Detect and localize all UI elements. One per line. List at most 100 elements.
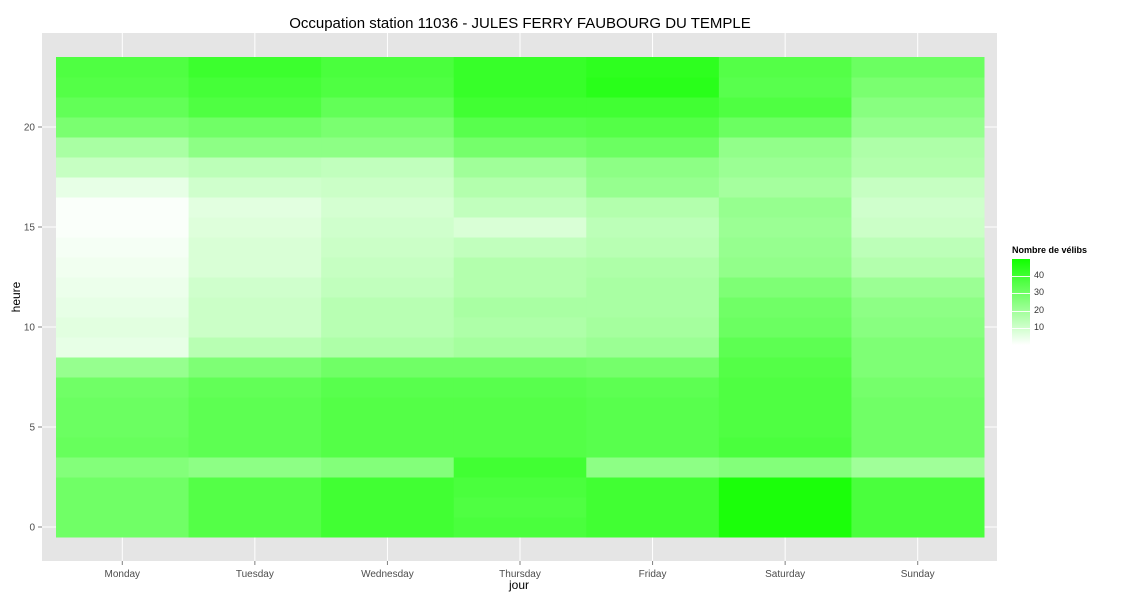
heatmap-tile (718, 277, 852, 298)
heatmap-tile (718, 457, 852, 478)
heatmap-tile (321, 377, 455, 398)
heatmap-tile (586, 517, 720, 538)
heatmap-tile (56, 497, 190, 518)
color-legend: Nombre de vélibs 10 20 30 40 (1012, 245, 1087, 349)
heatmap-tile (321, 417, 455, 438)
heatmap-tile (453, 217, 587, 238)
chart-title: Occupation station 11036 - JULES FERRY F… (289, 15, 751, 32)
legend-title: Nombre de vélibs (1012, 245, 1088, 255)
heatmap-tile (321, 97, 455, 118)
heatmap-tile (586, 497, 720, 518)
heatmap-tile (718, 497, 852, 518)
heatmap-tile (851, 477, 985, 498)
heatmap-tile (56, 457, 190, 478)
axes: Monday Tuesday Wednesday Thursday Friday Satu… (24, 123, 935, 581)
heatmap-tile (453, 177, 587, 198)
heatmap-tile (718, 197, 852, 218)
heatmap-tile (718, 157, 852, 178)
heatmap-tile (56, 97, 190, 118)
heatmap-tile (188, 417, 322, 438)
heatmap-tile (586, 157, 720, 178)
heatmap-tile (851, 97, 985, 118)
heatmap-tile (188, 57, 322, 78)
heatmap-tile (718, 297, 852, 318)
heatmap-tile (586, 397, 720, 418)
heatmap-tile (851, 57, 985, 78)
x-axis-title: jour (508, 578, 529, 592)
heatmap-tile (586, 457, 720, 478)
y-tick-label: 20 (24, 123, 36, 134)
heatmap-tile (56, 197, 190, 218)
heatmap-tile (851, 157, 985, 178)
heatmap-tile (586, 337, 720, 358)
heatmap-tile (188, 197, 322, 218)
heatmap-tile (188, 457, 322, 478)
heatmap-tile (851, 497, 985, 518)
heatmap-tile (56, 217, 190, 238)
heatmap-tile (851, 397, 985, 418)
heatmap-tile (586, 437, 720, 458)
heatmap-tile (718, 357, 852, 378)
heatmap-tile (321, 397, 455, 418)
heatmap-tile (188, 377, 322, 398)
heatmap-tile (321, 157, 455, 178)
heatmap-tile (56, 137, 190, 158)
x-tick-label: Tuesday (236, 569, 274, 580)
heatmap-tile (321, 477, 455, 498)
heatmap-tile (188, 177, 322, 198)
heatmap-tile (56, 117, 190, 138)
heatmap-tile (718, 397, 852, 418)
heatmap-tile (453, 357, 587, 378)
heatmap-tile (453, 397, 587, 418)
heatmap-tile (321, 317, 455, 338)
heatmap-tile (718, 337, 852, 358)
heatmap-tile (453, 57, 587, 78)
heatmap-tile (718, 377, 852, 398)
heatmap-tile (718, 477, 852, 498)
legend-tick (1012, 276, 1030, 278)
heatmap-tile (718, 117, 852, 138)
heatmap-chart: Monday Tuesday Wednesday Thursday Friday Satu… (9, 33, 997, 592)
heatmap-tile (718, 517, 852, 538)
heatmap-tile (453, 477, 587, 498)
heatmap-tile (188, 297, 322, 318)
heatmap-tile (321, 257, 455, 278)
heatmap-tile (851, 257, 985, 278)
heatmap-tile (718, 257, 852, 278)
heatmap-tile (321, 57, 455, 78)
heatmap-tile (321, 117, 455, 138)
heatmap-tile (321, 137, 455, 158)
heatmap-tile (56, 77, 190, 98)
heatmap-tile (453, 517, 587, 538)
heatmap-tile (188, 77, 322, 98)
heatmap-tile (56, 417, 190, 438)
heatmap-tile (188, 277, 322, 298)
heatmap-tile (586, 197, 720, 218)
heatmap-tile (851, 77, 985, 98)
heatmap-tile (188, 357, 322, 378)
heatmap-tile (586, 177, 720, 198)
legend-label: 10 (1034, 321, 1045, 332)
heatmap-tile (56, 297, 190, 318)
legend-scale: 10 20 30 40 (1012, 259, 1087, 349)
heatmap-tile (718, 437, 852, 458)
heatmap-tile (453, 117, 587, 138)
heatmap-tile (586, 357, 720, 378)
heatmap-tile (718, 417, 852, 438)
heatmap-tile (851, 277, 985, 298)
heatmap-tile (321, 217, 455, 238)
heatmap-tile (56, 337, 190, 358)
heatmap-tile (586, 377, 720, 398)
legend-tick (1012, 310, 1030, 312)
heatmap-tile (851, 317, 985, 338)
heatmap-tile (851, 217, 985, 238)
heatmap-tile (188, 337, 322, 358)
heatmap-tile (188, 317, 322, 338)
heatmap-tile (453, 337, 587, 358)
heatmap-tile (851, 377, 985, 398)
heatmap-tile (851, 237, 985, 258)
heatmap-tile (453, 317, 587, 338)
heatmap-tile (586, 97, 720, 118)
heatmap-tile (188, 517, 322, 538)
heatmap-tile (718, 97, 852, 118)
